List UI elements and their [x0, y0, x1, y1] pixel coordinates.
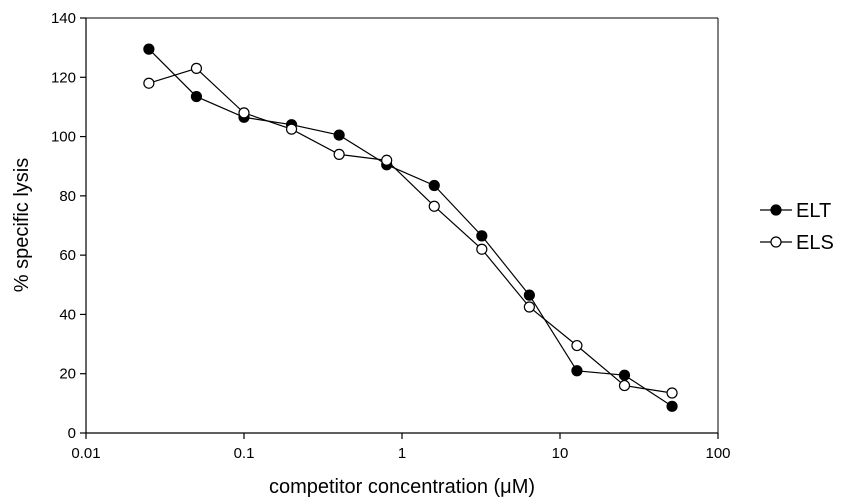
data-point-els: [333, 148, 345, 160]
x-tick-label: 100: [705, 445, 730, 462]
x-ticks: 0.01 0.1 1 10 100: [71, 433, 731, 462]
data-point-els: [666, 387, 678, 399]
series-line-els: [148, 67, 673, 394]
y-ticks: 0 20 40 60 80 100 120 140: [51, 10, 86, 442]
data-point-els: [428, 200, 440, 212]
data-point-elt: [618, 369, 631, 381]
legend-marker-elt: [770, 204, 782, 216]
data-point-els: [285, 123, 298, 135]
data-point-elt: [571, 365, 583, 377]
y-tick-label: 100: [51, 129, 76, 146]
data-point-els: [523, 301, 535, 313]
data-point-els: [143, 77, 155, 89]
data-point-els: [476, 243, 488, 255]
data-point-els: [618, 379, 631, 392]
y-tick-label: 120: [51, 69, 76, 86]
data-point-elt: [476, 230, 488, 242]
data-point-els: [571, 339, 583, 352]
legend-label-els: ELS: [796, 232, 834, 254]
y-tick-label: 140: [51, 10, 76, 27]
y-tick-label: 60: [59, 247, 76, 264]
series-lines: [148, 48, 673, 407]
data-point-elt: [190, 90, 203, 103]
series-line-elt: [148, 48, 673, 407]
y-tick-label: 0: [68, 425, 76, 442]
legend-label-elt: ELT: [796, 200, 831, 222]
x-axis-title: competitor concentration (μM): [269, 476, 535, 498]
data-point-els: [238, 107, 250, 119]
data-point-elt: [143, 43, 155, 55]
x-tick-label: 10: [552, 445, 569, 462]
y-axis-title: % specific lysis: [11, 158, 33, 292]
data-point-els: [190, 62, 203, 74]
data-point-elt: [428, 179, 440, 192]
data-point-elt: [333, 129, 345, 141]
series-points: [143, 43, 678, 412]
legend-marker-els: [770, 236, 782, 248]
y-tick-label: 80: [59, 188, 76, 205]
x-tick-label: 1: [398, 445, 406, 462]
x-tick-label: 0.1: [234, 445, 255, 462]
data-point-elt: [523, 289, 535, 301]
data-point-elt: [666, 400, 678, 412]
data-point-els: [381, 154, 393, 166]
y-tick-label: 40: [59, 306, 76, 323]
legend: ELT ELS: [760, 200, 834, 254]
x-tick-label: 0.01: [71, 445, 100, 462]
y-tick-label: 20: [59, 366, 76, 383]
